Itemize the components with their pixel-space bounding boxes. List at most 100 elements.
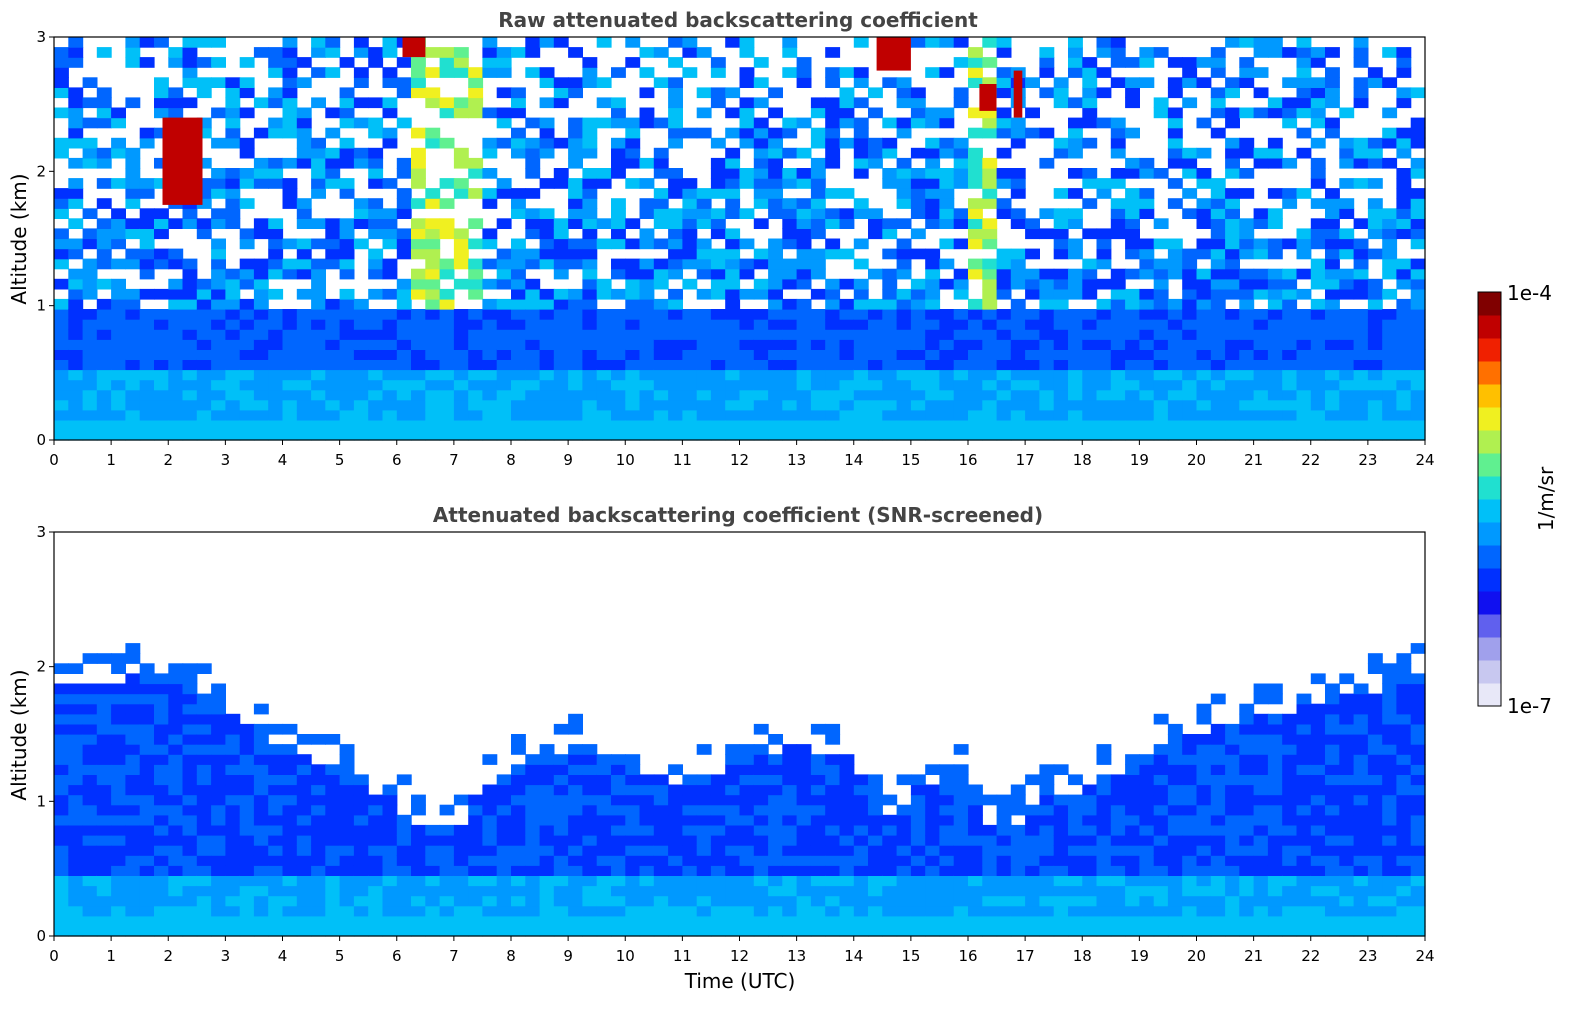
heatmap-cell [239, 429, 255, 441]
heatmap-cell [125, 288, 141, 300]
heatmap-cell [482, 429, 498, 441]
heatmap-cell [1139, 429, 1155, 441]
heatmap-cell [368, 339, 384, 350]
heatmap-cell [1025, 218, 1040, 229]
heatmap-cell [1196, 784, 1212, 796]
cloud-feature [402, 37, 426, 58]
heatmap-cell [111, 713, 126, 725]
heatmap-cell [568, 178, 583, 189]
heatmap-cell [411, 248, 426, 260]
heatmap-cell [1267, 268, 1283, 280]
heatmap-cell [211, 309, 226, 320]
heatmap-cell [1153, 329, 1169, 340]
heatmap-cell [1167, 855, 1183, 866]
heatmap-cell [668, 37, 683, 48]
heatmap-cell [425, 369, 441, 381]
heatmap-cell [596, 238, 612, 250]
heatmap-cell [1325, 238, 1340, 250]
x-tick-label: 16 [958, 451, 977, 469]
heatmap-cell [568, 218, 583, 229]
heatmap-cell [353, 925, 369, 937]
heatmap-cell [1053, 835, 1069, 846]
heatmap-cell [1196, 734, 1212, 745]
heatmap-cell [111, 824, 126, 836]
heatmap-cell [1225, 87, 1240, 99]
heatmap-cell [596, 288, 612, 300]
heatmap-cell [896, 845, 912, 856]
heatmap-cell [396, 238, 412, 250]
heatmap-cell [339, 298, 355, 310]
heatmap-cell [1339, 399, 1355, 411]
heatmap-cell [211, 379, 226, 391]
heatmap-cell [868, 885, 883, 897]
heatmap-cell [382, 855, 398, 866]
heatmap-cell [882, 925, 898, 937]
heatmap-cell [668, 228, 683, 240]
heatmap-cell [154, 37, 169, 48]
heatmap-cell [982, 915, 998, 927]
heatmap-cell [1296, 288, 1312, 300]
heatmap-cell [125, 258, 141, 270]
heatmap-cell [296, 794, 312, 806]
heatmap-cell [196, 663, 212, 674]
heatmap-cell [1253, 238, 1269, 250]
heatmap-cell [482, 359, 498, 371]
heatmap-cell [582, 288, 598, 300]
heatmap-cell [339, 419, 355, 431]
heatmap-cell [1167, 137, 1183, 149]
heatmap-cell [1182, 369, 1198, 381]
heatmap-cell [168, 389, 184, 401]
heatmap-cell [111, 764, 126, 775]
heatmap-cell [1167, 399, 1183, 411]
heatmap-cell [596, 794, 612, 806]
heatmap-cell [1153, 309, 1169, 320]
heatmap-cell [853, 157, 869, 169]
heatmap-cell [482, 835, 498, 846]
heatmap-cell [910, 855, 926, 866]
heatmap-cell [1210, 804, 1226, 816]
heatmap-cell [1325, 349, 1340, 360]
heatmap-cell [553, 369, 569, 381]
heatmap-cell [896, 248, 912, 260]
heatmap-cell [796, 804, 812, 816]
heatmap-cell [625, 349, 641, 360]
heatmap-cell [139, 329, 155, 340]
heatmap-cell [796, 298, 812, 310]
heatmap-cell [225, 329, 241, 340]
heatmap-cell [68, 399, 84, 411]
heatmap-cell [453, 319, 469, 330]
heatmap-cell [639, 409, 655, 421]
heatmap-cell [353, 319, 369, 330]
heatmap-cell [68, 915, 84, 927]
heatmap-cell [82, 359, 98, 371]
heatmap-cell [753, 784, 769, 796]
heatmap-cell [1239, 804, 1255, 816]
heatmap-cell [1310, 419, 1326, 431]
heatmap-cell [1396, 895, 1412, 907]
heatmap-cell [482, 409, 498, 421]
heatmap-cell [282, 127, 298, 139]
heatmap-cell [325, 734, 341, 745]
heatmap-cell [1010, 875, 1026, 887]
heatmap-cell [1325, 127, 1340, 139]
heatmap-cell [568, 147, 583, 159]
heatmap-cell [1182, 885, 1198, 897]
heatmap-cell [353, 794, 369, 806]
heatmap-cell [739, 258, 755, 270]
heatmap-cell [439, 915, 455, 927]
heatmap-cell [1096, 228, 1112, 240]
heatmap-cell [625, 369, 641, 381]
heatmap-cell [1025, 389, 1040, 401]
heatmap-cell [1182, 835, 1198, 846]
heatmap-cell [1153, 419, 1169, 431]
heatmap-cell [239, 925, 255, 937]
heatmap-cell [568, 329, 583, 340]
heatmap-cell [1282, 723, 1298, 735]
heatmap-cell [725, 168, 741, 179]
heatmap-cell [182, 97, 198, 109]
heatmap-cell [568, 774, 583, 786]
heatmap-cell [696, 339, 712, 350]
heatmap-cell [611, 329, 626, 340]
heatmap-cell [1068, 218, 1083, 229]
heatmap-cell [496, 865, 512, 876]
